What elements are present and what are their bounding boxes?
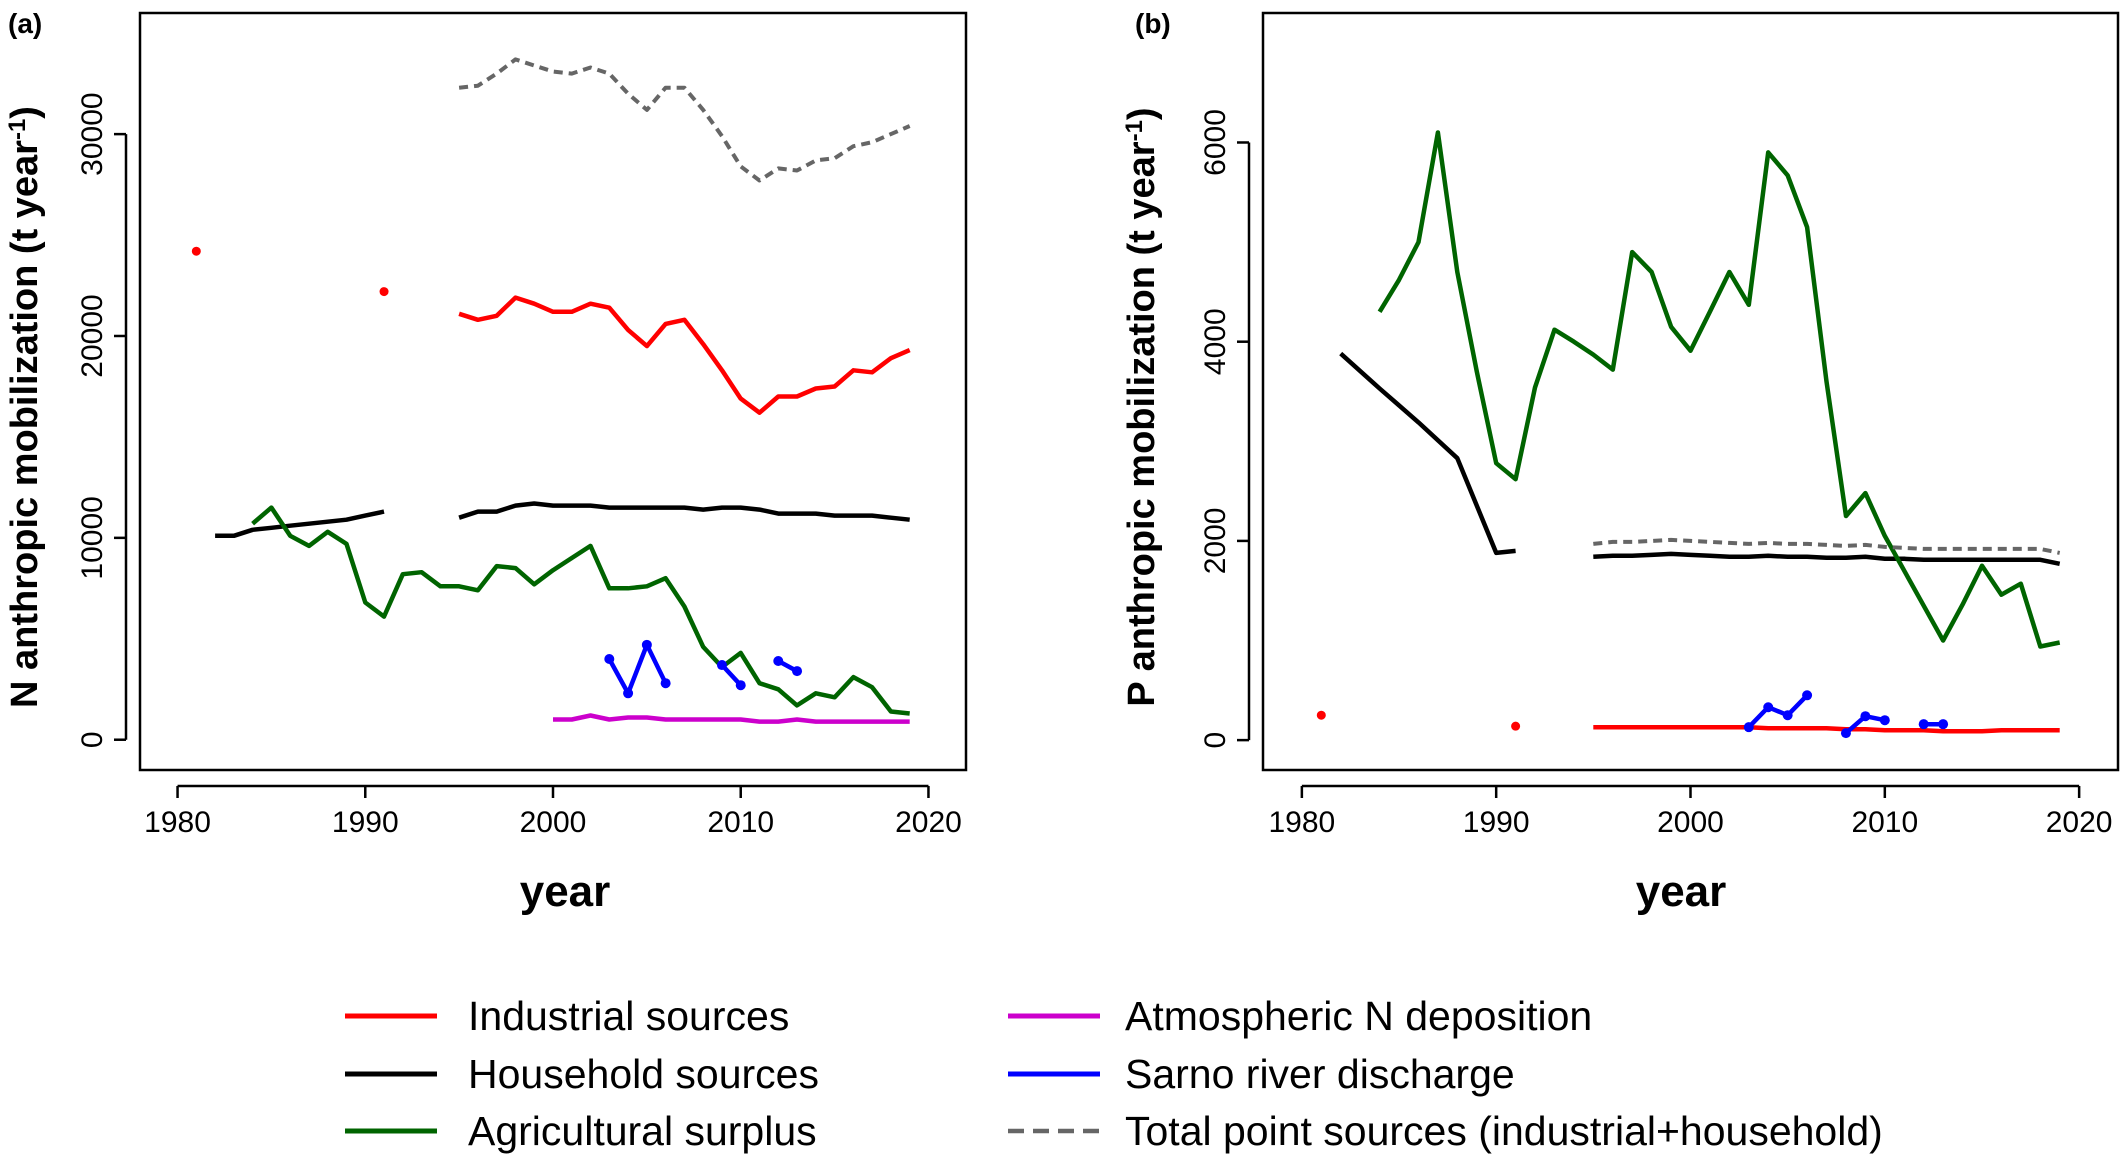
legend-item-industrial-sources: Industrial sources — [345, 993, 789, 1039]
x-tick-label: 2010 — [707, 806, 774, 839]
legend-item-sarno-river-discharge: Sarno river discharge — [1008, 1051, 1515, 1097]
series-total-point-sources-industrial-household — [458, 57, 911, 183]
x-axis-title-b: year — [1636, 867, 1727, 916]
series-line — [458, 295, 911, 415]
series-line — [1593, 724, 2060, 734]
legend-item-atmospheric-n-deposition: Atmospheric N deposition — [1008, 993, 1592, 1039]
y-tick-label: 10000 — [76, 496, 109, 579]
data-point — [773, 655, 784, 666]
plot-frame-a — [138, 11, 968, 772]
y-tick-label: 6000 — [1199, 109, 1232, 176]
series-industrial-sources — [1316, 710, 2060, 734]
x-tick-label: 2000 — [1657, 806, 1724, 839]
series-line — [1747, 693, 1809, 729]
series-line — [607, 642, 668, 696]
legend-label: Sarno river discharge — [1125, 1051, 1515, 1097]
x-axis-title-a: year — [520, 867, 611, 916]
y-tick-label: 0 — [1199, 732, 1232, 749]
series-line — [1593, 551, 2061, 567]
series-sarno-river-discharge — [604, 639, 803, 699]
data-point — [1879, 715, 1890, 726]
panel-label-a: (a) — [8, 8, 42, 39]
data-point — [1782, 710, 1793, 721]
data-point — [660, 678, 671, 689]
legend-label: Atmospheric N deposition — [1125, 993, 1592, 1039]
series-line — [251, 505, 910, 716]
x-tick-label: 1980 — [144, 806, 211, 839]
data-point — [1840, 728, 1851, 739]
data-point — [1860, 711, 1871, 722]
data-point — [1938, 719, 1949, 730]
y-axis-b: 0 2000 4000 6000 — [1199, 109, 1251, 749]
data-point — [623, 688, 634, 699]
series-total-point-sources-industrial-household — [1593, 537, 2061, 555]
legend-label: Agricultural surplus — [468, 1108, 817, 1154]
series-household-sources — [215, 501, 910, 539]
data-point — [792, 666, 803, 677]
data-point — [641, 639, 652, 650]
data-point — [735, 680, 746, 691]
x-tick-label: 1990 — [332, 806, 399, 839]
y-tick-label: 4000 — [1199, 308, 1232, 375]
legend-item-total-point-sources-industrial-household: Total point sources (industrial+househol… — [1008, 1108, 1883, 1154]
series-line — [215, 509, 385, 539]
data-point — [1511, 721, 1521, 731]
series-group-b — [1316, 130, 2061, 739]
series-line — [1377, 130, 2061, 649]
panel-a: (a) 1980 1990 2000 2010 2020 0 10000 20000 3000… — [4, 8, 968, 916]
series-line — [458, 501, 910, 522]
data-point — [716, 660, 727, 671]
series-group-a — [191, 57, 911, 724]
series-line — [1593, 537, 2061, 555]
data-point — [191, 246, 201, 256]
data-point — [604, 653, 615, 664]
x-tick-label: 2020 — [2046, 806, 2113, 839]
data-point — [1743, 722, 1754, 733]
series-line — [458, 57, 911, 183]
y-axis-a: 0 10000 20000 30000 — [76, 92, 128, 748]
y-axis-title-a: N anthropic mobilization (t year-1) — [4, 106, 46, 708]
data-point — [1802, 690, 1813, 701]
y-axis-title-b: P anthropic mobilization (t year-1) — [1121, 107, 1163, 706]
panel-label-b: (b) — [1135, 8, 1171, 39]
data-point — [1918, 719, 1929, 730]
legend-item-agricultural-surplus: Agricultural surplus — [345, 1108, 817, 1154]
x-tick-label: 2020 — [895, 806, 962, 839]
legend-label: Household sources — [468, 1051, 819, 1097]
x-axis-a: 1980 1990 2000 2010 2020 — [144, 784, 962, 839]
x-tick-label: 2000 — [520, 806, 587, 839]
series-line — [1339, 351, 1516, 556]
legend-label: Total point sources (industrial+househol… — [1125, 1108, 1883, 1154]
x-tick-label: 1980 — [1268, 806, 1335, 839]
legend-item-household-sources: Household sources — [345, 1051, 819, 1097]
y-tick-label: 2000 — [1199, 508, 1232, 575]
panel-b: (b) 1980 1990 2000 2010 2020 0 2000 4000 6000 y… — [1121, 8, 2120, 916]
y-tick-label: 20000 — [76, 294, 109, 377]
x-tick-label: 2010 — [1851, 806, 1918, 839]
series-household-sources — [1339, 351, 2061, 567]
series-agricultural-surplus — [1377, 130, 2061, 649]
y-tick-label: 0 — [76, 731, 109, 748]
series-agricultural-surplus — [251, 505, 910, 716]
series-line — [553, 713, 910, 724]
data-point — [379, 287, 389, 297]
data-point — [1316, 710, 1326, 720]
series-industrial-sources — [191, 246, 911, 415]
series-sarno-river-discharge — [1743, 690, 1949, 739]
x-tick-label: 1990 — [1463, 806, 1530, 839]
plot-frame-b — [1261, 11, 2120, 772]
series-atmospheric-n-deposition — [553, 713, 910, 724]
data-point — [1763, 702, 1774, 713]
legend: Industrial sources Household sources Agric… — [345, 993, 1883, 1154]
x-axis-b: 1980 1990 2000 2010 2020 — [1268, 784, 2113, 839]
legend-label: Industrial sources — [468, 993, 789, 1039]
y-tick-label: 30000 — [76, 92, 109, 175]
